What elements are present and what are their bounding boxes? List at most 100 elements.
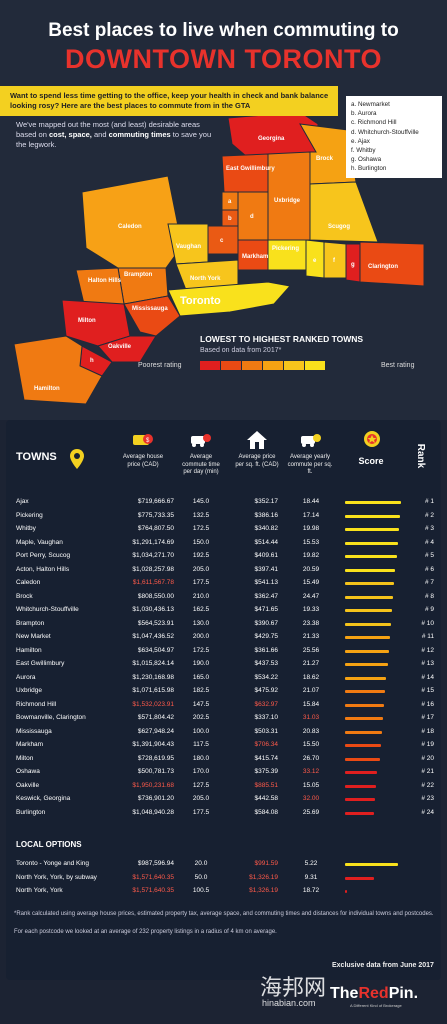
legend-item: g. Oshawa xyxy=(351,156,382,164)
scale-swatch xyxy=(263,361,283,370)
map-region-scugog xyxy=(309,181,379,243)
house-price: $1,571,640.35 xyxy=(132,887,174,894)
town-name: East Gwillimbury xyxy=(16,660,65,667)
commute-cost: 5.22 xyxy=(304,860,318,867)
score-bar xyxy=(345,863,398,866)
house-price: $1,532,023.91 xyxy=(132,700,174,708)
score-bar xyxy=(345,730,382,734)
map-label-uxbridge: Uxbridge xyxy=(274,198,301,204)
score-bar xyxy=(345,501,401,504)
table-row: Uxbridge $1,071,615.98 182.5 $475.92 21.07 # … xyxy=(6,685,441,698)
legend-item: d. Whitchurch-Stouffville xyxy=(351,128,419,136)
map-label-mississauga: Mississauga xyxy=(132,306,168,312)
price-per-sqft: $352.17 xyxy=(254,498,279,505)
score-bar xyxy=(345,757,380,761)
map-region-halton-hills xyxy=(75,267,125,305)
money-icon: $ xyxy=(130,430,156,450)
rank-value: # 16 xyxy=(421,700,434,708)
house-price: $1,030,436.13 xyxy=(132,606,174,613)
price-per-sqft: $409.61 xyxy=(254,552,279,559)
table-row: Hamilton $634,504.97 172.5 $361.66 25.56 # 12 xyxy=(6,645,441,658)
map-label-brock: Brock xyxy=(316,156,334,162)
commute-cost: 18.72 xyxy=(302,887,320,894)
commute-time: 147.5 xyxy=(192,700,210,708)
exclusive-note: Exclusive data from June 2017 xyxy=(332,962,434,969)
house-price: $564,523.91 xyxy=(137,619,174,627)
table-row: Oshawa $500,781.73 170.0 $375.39 33.12 # 21 xyxy=(6,766,441,779)
table-row: Aurora $1,230,168.98 165.0 $534.22 18.62 # 14 xyxy=(6,672,441,685)
house-price: $1,048,940.28 xyxy=(132,808,174,816)
price-per-sqft: $514.44 xyxy=(254,538,279,546)
scale-title: LOWEST TO HIGHEST RANKED TOWNS xyxy=(200,334,364,344)
map-label-g: g xyxy=(351,262,355,268)
commute-time: 130.0 xyxy=(192,619,210,627)
map-region-f xyxy=(323,241,347,279)
commute-time: 177.5 xyxy=(192,808,210,816)
commute-cost: 32.00 xyxy=(302,795,320,802)
commute-time: 190.0 xyxy=(192,660,210,667)
price-per-sqft: $429.75 xyxy=(254,633,279,640)
house-price: $736,901.20 xyxy=(137,795,174,802)
table-row: Mississauga $627,948.24 100.0 $503.31 20.83 #… xyxy=(6,726,441,739)
score-bar xyxy=(345,568,395,572)
scale-swatch xyxy=(305,361,325,370)
watermark-cn: 海邦网 xyxy=(260,976,327,1001)
commute-cost: 19.33 xyxy=(302,606,320,613)
town-name: Oakville xyxy=(16,781,40,789)
watermark-url: hinabian.com xyxy=(262,998,316,1008)
commute-cost: 21.07 xyxy=(302,687,320,694)
rank-value: # 17 xyxy=(421,714,434,721)
rank-value: # 18 xyxy=(421,727,434,735)
house-price: $634,504.97 xyxy=(137,646,174,654)
brand-the: The xyxy=(330,985,359,1002)
table-row: Port Perry, Scucog $1,034,271.70 192.5 $409… xyxy=(6,550,441,563)
map-label-east-gwillimbury: East Gwillimbury xyxy=(226,166,275,172)
table-header: TOWNS $ Average house price (CAD) Averag… xyxy=(6,426,441,496)
commute-cost: 19.82 xyxy=(302,552,320,559)
score-bar xyxy=(345,798,375,801)
commute-cost: 15.05 xyxy=(302,781,320,789)
commute-time: 145.0 xyxy=(192,498,210,505)
town-name: Brampton xyxy=(16,619,45,627)
house-price: $987,596.94 xyxy=(137,860,174,867)
price-per-sqft: $362.47 xyxy=(254,592,279,600)
price-per-sqft: $361.66 xyxy=(254,646,279,654)
map-label-a: a xyxy=(228,199,232,205)
footnote-2: For each postcode we looked at an averag… xyxy=(14,929,277,935)
house-price: $1,047,436.52 xyxy=(132,633,174,640)
score-bar xyxy=(345,784,376,788)
map-region-east-gwillimbury xyxy=(221,153,269,193)
legend-item: b. Aurora xyxy=(351,110,377,118)
commute-time: 132.5 xyxy=(192,511,210,519)
table-row: Milton $728,619.95 180.0 $415.74 26.70 # 20 xyxy=(6,753,441,766)
town-name: New Market xyxy=(16,633,51,640)
score-bar xyxy=(345,649,389,653)
commute-time: 162.5 xyxy=(192,606,210,613)
commute-time: 182.5 xyxy=(192,687,210,694)
town-name: Port Perry, Scucog xyxy=(16,552,71,559)
map-label-h: h xyxy=(90,358,94,364)
table-row: New Market $1,047,436.52 200.0 $429.75 21.33… xyxy=(6,631,441,644)
map-label-b: b xyxy=(228,216,232,222)
local-options-title: LOCAL OPTIONS xyxy=(16,840,82,849)
table-row: Pickering $775,733.35 132.5 $386.16 17.14 # 2 xyxy=(6,510,441,523)
header-sqft: Average price per sq. ft. (CAD) xyxy=(235,454,279,468)
map-label-d: d xyxy=(250,214,254,220)
header-price: Average house price (CAD) xyxy=(122,454,164,468)
commute-time: 100.0 xyxy=(192,727,210,735)
score-bar xyxy=(345,622,391,626)
town-name: Caledon xyxy=(16,579,41,586)
table-row: Maple, Vaughan $1,291,174.69 150.0 $514.44 1… xyxy=(6,537,441,550)
table-row: Burlington $1,048,940.28 177.5 $584.08 25.69… xyxy=(6,807,441,820)
scale-swatch xyxy=(200,361,220,370)
commute-time: 50.0 xyxy=(194,873,208,881)
commute-cost: 25.69 xyxy=(302,808,320,816)
price-per-sqft: $415.74 xyxy=(254,754,279,762)
map-label-vaughan: Vaughan xyxy=(176,244,201,250)
gta-map: Georgina Brock East Gwillimbury Uxbridge… xyxy=(13,111,425,405)
rank-value: # 10 xyxy=(421,619,434,627)
rank-value: # 23 xyxy=(421,795,434,802)
header-time: Average commute time per day (min) xyxy=(182,454,220,475)
scale-poor-label: Poorest rating xyxy=(138,362,182,369)
rank-value: # 14 xyxy=(421,673,434,681)
